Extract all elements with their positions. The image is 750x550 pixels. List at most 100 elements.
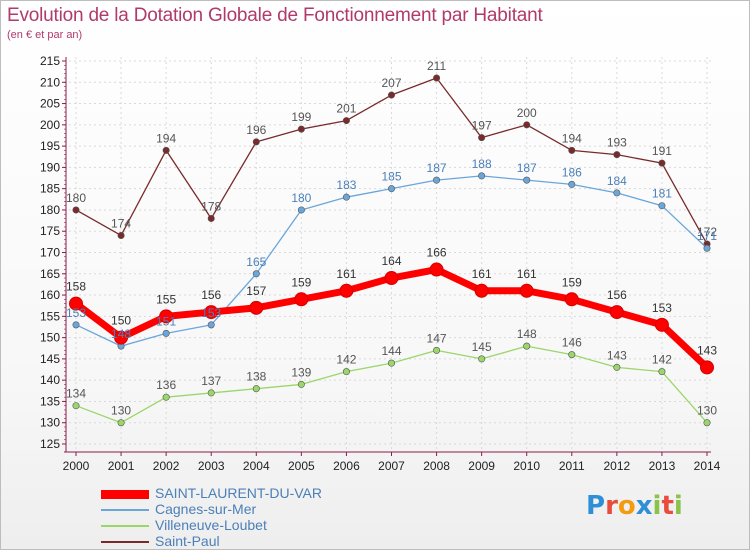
data-label: 161	[517, 267, 537, 281]
data-label: 150	[111, 314, 131, 328]
data-label: 171	[697, 229, 717, 243]
data-label: 178	[201, 199, 221, 213]
y-tick-label: 125	[40, 437, 60, 451]
axes	[62, 57, 711, 456]
x-tick-label: 2009	[468, 459, 495, 473]
data-point	[478, 134, 486, 142]
y-tick-label: 140	[40, 373, 60, 387]
legend-label-saint-laurent: SAINT-LAURENT-DU-VAR	[155, 485, 322, 501]
data-point	[117, 419, 125, 427]
data-point	[297, 206, 305, 214]
data-label: 185	[381, 170, 401, 184]
data-label: 188	[472, 157, 492, 171]
data-label: 137	[201, 374, 221, 388]
y-tick-labels: 125 130 135 140 145 150 155 160 165 170 175 180 185 1…	[40, 54, 60, 451]
x-tick-label: 2010	[513, 459, 540, 473]
y-tick-label: 165	[40, 267, 60, 281]
y-tick-label: 175	[40, 224, 60, 238]
data-label: 145	[472, 340, 492, 354]
data-label: 164	[381, 254, 401, 268]
data-point	[114, 330, 129, 345]
data-label: 159	[562, 275, 582, 289]
data-label: 157	[246, 284, 266, 298]
proxiti-logo: Proxiti	[586, 491, 683, 521]
y-tick-label: 135	[40, 394, 60, 408]
data-label: 153	[66, 306, 86, 320]
data-label: 207	[381, 76, 401, 90]
data-label: 187	[517, 161, 537, 175]
data-point	[297, 380, 305, 388]
data-point	[523, 342, 531, 350]
chart-title: Evolution de la Dotation Globale de Fonc…	[7, 5, 543, 26]
data-label: 161	[472, 267, 492, 281]
y-tick-label: 215	[40, 54, 60, 68]
data-label: 197	[472, 119, 492, 133]
data-label: 180	[291, 191, 311, 205]
data-label: 211	[427, 59, 446, 73]
y-tick-label: 185	[40, 182, 60, 196]
data-point	[159, 309, 174, 324]
data-label: 151	[156, 314, 176, 328]
data-label: 183	[336, 178, 356, 192]
x-tick-label: 2003	[198, 459, 225, 473]
data-label: 191	[652, 144, 672, 158]
y-tick-label: 210	[40, 75, 60, 89]
legend-label-villeneuve: Villeneuve-Loubet	[155, 517, 267, 533]
data-label: 199	[291, 110, 311, 124]
data-point	[207, 389, 215, 397]
data-point	[384, 271, 399, 286]
legend-swatch-cagnes	[101, 509, 149, 511]
data-point	[117, 231, 125, 239]
x-tick-label: 2006	[333, 459, 360, 473]
y-tick-label: 200	[40, 118, 60, 132]
data-point	[613, 189, 621, 197]
data-point	[613, 363, 621, 371]
data-label: 139	[291, 365, 311, 379]
x-tick-label: 2011	[559, 459, 585, 473]
data-point	[387, 91, 395, 99]
data-point	[523, 121, 531, 129]
data-label: 181	[652, 187, 672, 201]
data-label: 142	[336, 353, 356, 367]
data-point	[339, 283, 354, 298]
y-tick-label: 180	[40, 203, 60, 217]
data-label: 194	[562, 131, 582, 145]
data-label: 186	[562, 165, 582, 179]
x-tick-label: 2012	[604, 459, 631, 473]
data-point	[207, 214, 215, 222]
data-point	[433, 74, 441, 82]
data-point	[204, 305, 219, 320]
data-label: 146	[562, 336, 582, 350]
data-label: 144	[381, 344, 401, 358]
data-point	[294, 292, 309, 307]
y-tick-label: 160	[40, 288, 60, 302]
data-point	[703, 419, 711, 427]
data-point	[249, 300, 264, 315]
y-tick-label: 190	[40, 160, 60, 174]
data-label: 143	[607, 348, 627, 362]
data-point	[523, 176, 531, 184]
data-point	[342, 117, 350, 125]
data-label: 158	[66, 280, 86, 294]
legend-swatch-saint-laurent	[101, 490, 149, 499]
data-label: 134	[66, 387, 86, 401]
data-label: 184	[607, 174, 627, 188]
legend-swatch-saint-paul	[101, 541, 149, 543]
data-point	[162, 329, 170, 337]
x-tick-label: 2008	[423, 459, 450, 473]
data-point	[658, 159, 666, 167]
data-label: 196	[246, 123, 266, 137]
data-label: 153	[201, 306, 221, 320]
legend-label-cagnes: Cagnes-sur-Mer	[155, 501, 257, 517]
x-tick-label: 2007	[378, 459, 405, 473]
data-point	[564, 292, 579, 307]
x-tick-label: 2013	[649, 459, 676, 473]
data-point	[568, 146, 576, 154]
legend-swatch-villeneuve	[101, 525, 149, 527]
data-label: 138	[246, 370, 266, 384]
data-point	[252, 385, 260, 393]
data-label: 147	[427, 331, 447, 345]
y-tick-label: 195	[40, 139, 60, 153]
data-point	[609, 305, 624, 320]
data-label: 201	[336, 102, 356, 116]
